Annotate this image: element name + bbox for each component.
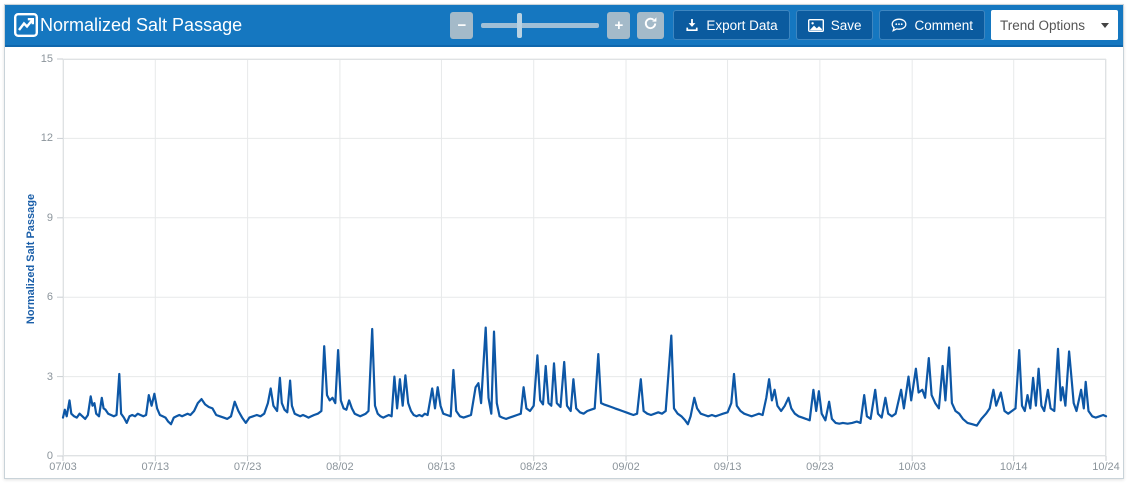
trend-line bbox=[61, 326, 1108, 427]
x-tick-label: 09/02 bbox=[612, 461, 640, 473]
trend-options-select[interactable]: Trend Options bbox=[991, 10, 1118, 40]
export-data-button[interactable]: Export Data bbox=[673, 10, 790, 40]
zoom-in-button[interactable]: + bbox=[607, 11, 631, 39]
trend-plot-svg[interactable] bbox=[57, 58, 1108, 461]
comment-label: Comment bbox=[914, 17, 973, 33]
export-data-label: Export Data bbox=[706, 17, 778, 33]
trend-widget-card: Normalized Salt Passage − + bbox=[4, 4, 1124, 479]
trend-plot[interactable] bbox=[57, 58, 1108, 461]
comment-button[interactable]: Comment bbox=[879, 10, 985, 40]
widget-title-group: Normalized Salt Passage bbox=[13, 12, 242, 38]
chart-line-icon bbox=[13, 12, 39, 38]
y-tick-label: 0 bbox=[46, 450, 53, 462]
zoom-slider[interactable] bbox=[481, 12, 600, 39]
y-tick-label: 9 bbox=[46, 211, 53, 224]
page-title: Normalized Salt Passage bbox=[40, 14, 243, 35]
y-tick-label: 6 bbox=[46, 291, 53, 304]
refresh-button[interactable] bbox=[637, 11, 665, 39]
x-tick-label: 09/13 bbox=[713, 461, 742, 473]
x-tick-label: 10/14 bbox=[999, 461, 1028, 473]
y-tick-label: 15 bbox=[40, 53, 53, 65]
zoom-out-button[interactable]: − bbox=[450, 11, 474, 39]
y-tick-label: 3 bbox=[46, 370, 53, 383]
chart-area: Normalized Salt Passage 0 3 6 9 12 15 07/03 07… bbox=[5, 47, 1123, 478]
image-icon bbox=[807, 18, 824, 32]
download-icon bbox=[685, 18, 699, 32]
y-tick-label: 12 bbox=[40, 132, 53, 145]
x-tick-label: 08/13 bbox=[427, 461, 456, 473]
x-tick-label: 10/24 bbox=[1092, 461, 1120, 473]
save-button[interactable]: Save bbox=[795, 10, 874, 40]
minus-icon: − bbox=[457, 16, 467, 34]
trend-options-label: Trend Options bbox=[1000, 17, 1086, 33]
plus-icon: + bbox=[614, 16, 624, 34]
x-tick-label: 07/13 bbox=[141, 461, 170, 473]
x-tick-label: 10/03 bbox=[898, 461, 926, 473]
x-tick-label: 08/02 bbox=[326, 461, 354, 473]
zoom-slider-handle[interactable] bbox=[517, 12, 523, 38]
save-label: Save bbox=[830, 17, 862, 33]
refresh-icon bbox=[643, 16, 658, 34]
x-tick-label: 09/23 bbox=[806, 461, 834, 473]
widget-header: Normalized Salt Passage − + bbox=[5, 5, 1123, 47]
chevron-down-icon bbox=[1101, 22, 1109, 28]
x-tick-label: 07/23 bbox=[233, 461, 262, 473]
header-controls: − + bbox=[450, 10, 1118, 40]
zoom-slider-track[interactable] bbox=[481, 22, 600, 28]
comment-icon bbox=[891, 18, 907, 32]
x-tick-label: 08/23 bbox=[519, 461, 548, 473]
x-tick-label: 07/03 bbox=[49, 461, 77, 473]
